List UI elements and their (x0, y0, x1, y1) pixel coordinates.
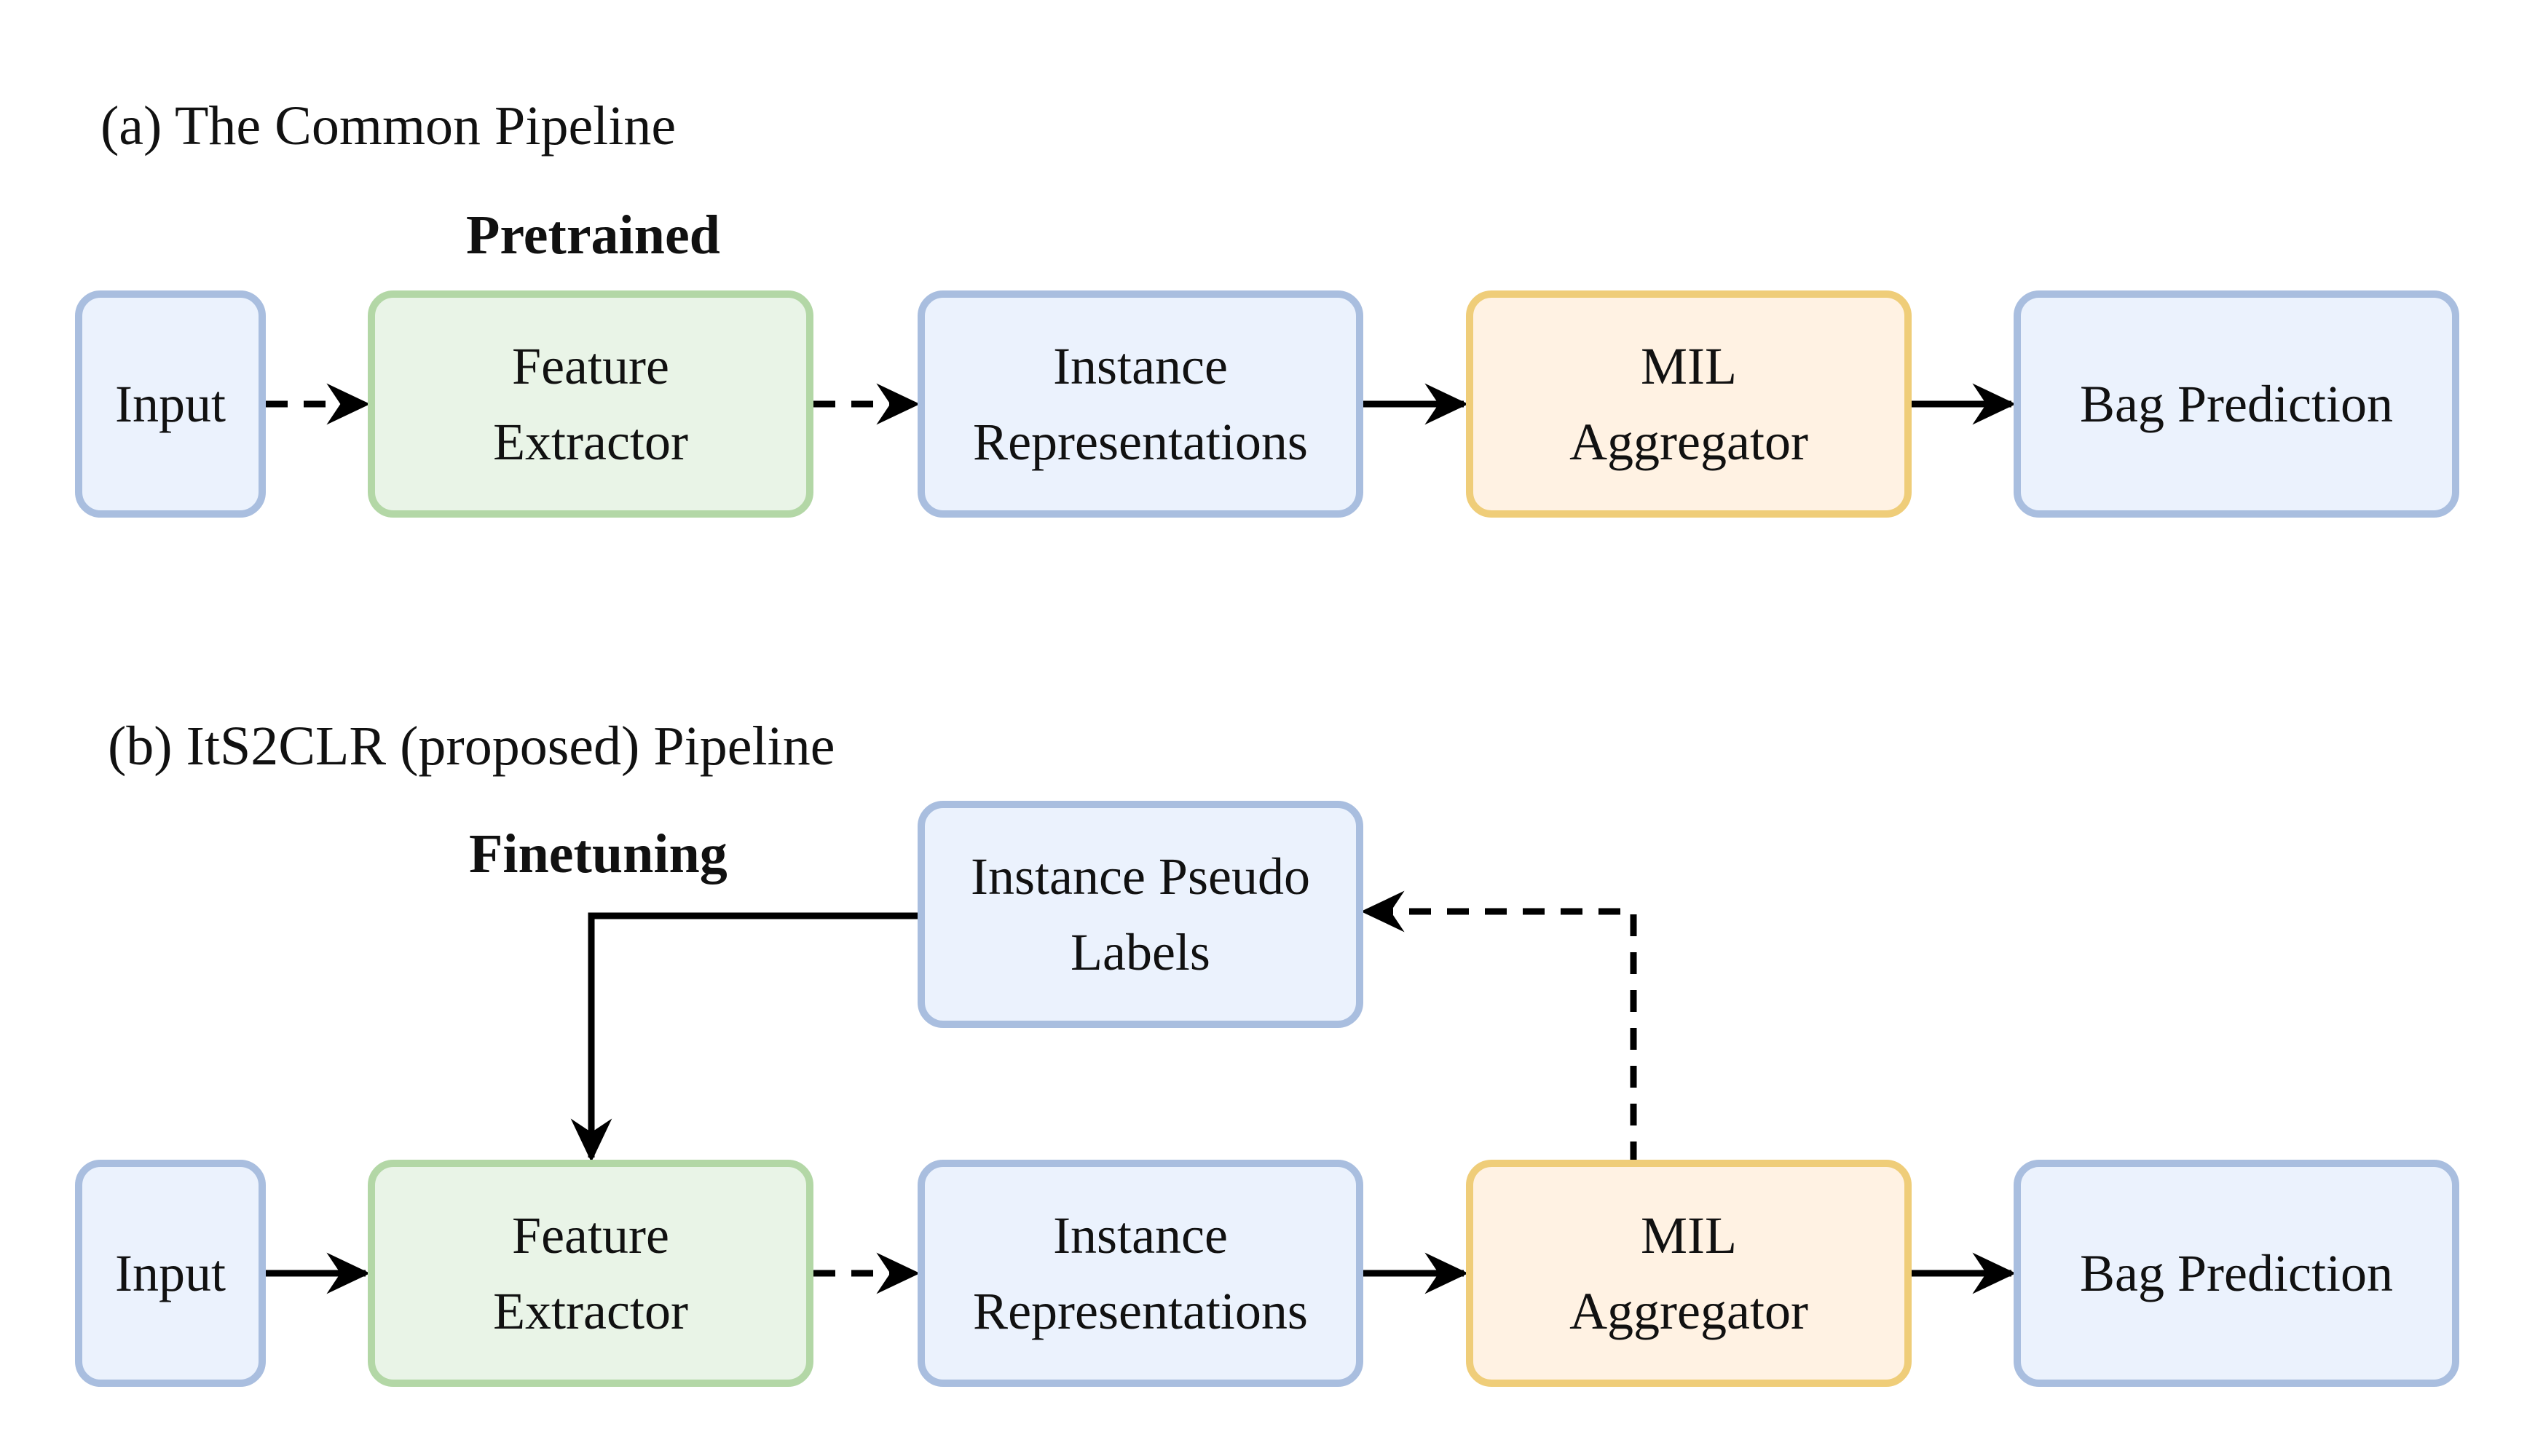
panel-b-node-instance-representations-label-2: Representations (973, 1282, 1308, 1340)
panel-a-node-feature-extractor-label-1: Feature (512, 337, 669, 395)
panel-b-node-input: Input (75, 1160, 266, 1387)
panel-a-node-instance-representations-box (918, 290, 1363, 518)
panel-b-node-feature-extractor-label-2: Extractor (493, 1282, 688, 1340)
panel-a-node-bag-prediction: Bag Prediction (2014, 290, 2459, 518)
panel-a-node-bag-prediction-label-1: Bag Prediction (2080, 375, 2393, 433)
panel-a-node-bag-prediction-box (2014, 290, 2459, 518)
panel-b-node-feature-extractor-box (368, 1160, 813, 1387)
panel-b-edge-mil-aggregator-to-pseudo-labels (1360, 890, 1637, 1163)
panel-a-node-input-label-1: Input (115, 375, 226, 433)
panel-b-node-mil-aggregator-label-2: Aggregator (1569, 1282, 1808, 1340)
panel-b-node-instance-representations: Instance Representations (918, 1160, 1363, 1387)
panel-a-node-feature-extractor-label-2: Extractor (493, 413, 688, 471)
panel-b-node-pseudo-labels-label-2: Labels (1071, 923, 1210, 981)
panel-b-node-mil-aggregator-label-1: MIL (1641, 1206, 1737, 1265)
panel-b-node-bag-prediction-label-1: Bag Prediction (2080, 1244, 2393, 1302)
panel-b-node-feature-extractor: Feature Extractor (368, 1160, 813, 1387)
panel-a-node-instance-representations: Instance Representations (918, 290, 1363, 518)
panel-a-title: (a) The Common Pipeline (100, 95, 676, 157)
panel-b-stage-label: Finetuning (469, 823, 728, 885)
edges (266, 383, 2017, 1294)
panel-a-node-feature-extractor-box (368, 290, 813, 518)
panel-b-edge-pseudo-labels-to-feature-extractor (570, 912, 921, 1163)
panel-b-node-mil-aggregator: MIL Aggregator (1466, 1160, 1912, 1387)
panel-a-node-instance-representations-label-1: Instance (1053, 337, 1228, 395)
panel-b-node-mil-aggregator-box (1466, 1160, 1912, 1387)
panel-a-node-instance-representations-label-2: Representations (973, 413, 1308, 471)
panel-b-node-pseudo-labels-label-1: Instance Pseudo (971, 847, 1310, 906)
panel-a-node-feature-extractor: Feature Extractor (368, 290, 813, 518)
nodes: Input Feature Extractor Instance Representat… (75, 290, 2459, 1387)
panel-b-node-bag-prediction: Bag Prediction (2014, 1160, 2459, 1387)
panel-a-node-mil-aggregator-box (1466, 290, 1912, 518)
panel-b-node-feature-extractor-label-1: Feature (512, 1206, 669, 1265)
panel-b-node-bag-prediction-box (2014, 1160, 2459, 1387)
panel-a-node-mil-aggregator-label-2: Aggregator (1569, 413, 1808, 471)
panel-b-node-input-box (75, 1160, 266, 1387)
panel-a-stage-label: Pretrained (466, 205, 720, 266)
panel-a-node-input: Input (75, 290, 266, 518)
panel-b-node-instance-representations-label-1: Instance (1053, 1206, 1228, 1265)
panel-b-node-pseudo-labels-box (918, 801, 1363, 1028)
panel-b-node-input-label-1: Input (115, 1244, 226, 1302)
panel-a-node-input-box (75, 290, 266, 518)
panel-b-title: (b) ItS2CLR (proposed) Pipeline (108, 716, 835, 777)
panel-a-node-mil-aggregator: MIL Aggregator (1466, 290, 1912, 518)
panel-b-node-instance-representations-box (918, 1160, 1363, 1387)
panel-b-node-pseudo-labels: Instance Pseudo Labels (918, 801, 1363, 1028)
panel-a-node-mil-aggregator-label-1: MIL (1641, 337, 1737, 395)
